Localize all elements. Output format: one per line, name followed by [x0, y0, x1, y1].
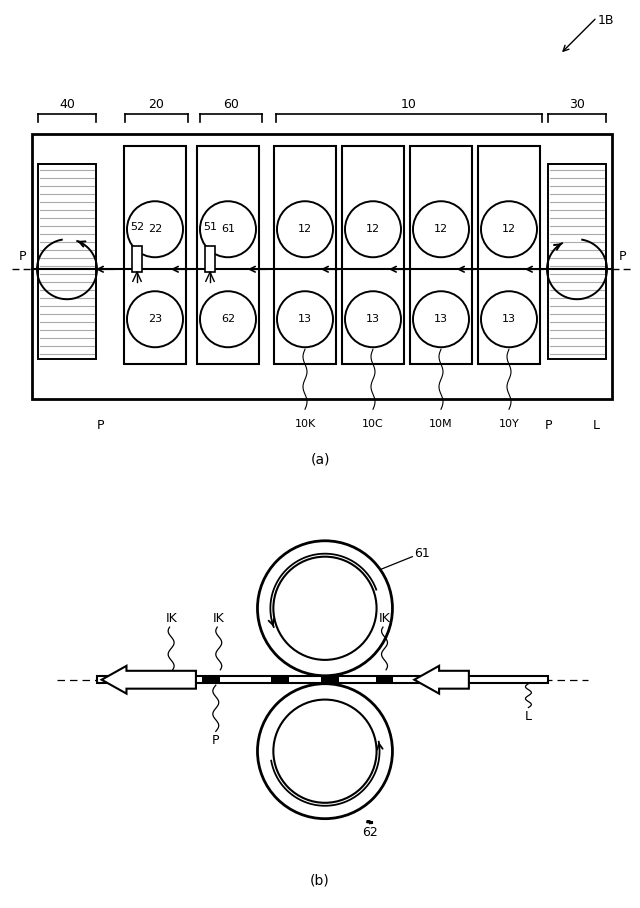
Text: L: L: [593, 419, 600, 432]
Bar: [197, 146, 259, 364]
Text: 62: 62: [362, 825, 378, 839]
Text: P: P: [618, 251, 626, 263]
Circle shape: [277, 291, 333, 347]
Circle shape: [200, 291, 256, 347]
Text: 22: 22: [148, 224, 162, 234]
Text: P: P: [212, 735, 220, 747]
Text: IK: IK: [165, 612, 177, 625]
Bar: [321, 676, 339, 683]
Bar: [274, 146, 336, 364]
Text: 60: 60: [223, 98, 239, 112]
Text: 13: 13: [366, 314, 380, 324]
Circle shape: [273, 699, 376, 803]
Bar: [478, 146, 540, 364]
Circle shape: [277, 202, 333, 257]
Text: 62: 62: [221, 314, 235, 324]
Circle shape: [127, 291, 183, 347]
Text: 61: 61: [221, 224, 235, 234]
Bar: [342, 146, 404, 364]
Circle shape: [273, 557, 376, 660]
Text: (b): (b): [310, 873, 330, 887]
FancyArrow shape: [414, 666, 469, 694]
Bar: [548, 164, 606, 360]
Bar: [271, 676, 289, 683]
Text: (a): (a): [310, 452, 330, 466]
Text: 13: 13: [298, 314, 312, 324]
Circle shape: [127, 202, 183, 257]
Bar: [124, 146, 186, 364]
Text: 12: 12: [366, 224, 380, 234]
Text: 12: 12: [298, 224, 312, 234]
Circle shape: [481, 202, 537, 257]
Circle shape: [257, 684, 392, 819]
Bar: [410, 146, 472, 364]
Text: 13: 13: [434, 314, 448, 324]
Circle shape: [257, 541, 392, 676]
Bar: [202, 676, 220, 683]
Text: P: P: [19, 251, 26, 263]
Text: 52: 52: [130, 222, 144, 232]
Text: 1B: 1B: [598, 15, 614, 27]
Text: 23: 23: [148, 314, 162, 324]
Text: 10C: 10C: [362, 419, 384, 429]
Text: 12: 12: [502, 224, 516, 234]
Bar: [132, 246, 142, 272]
Bar: [97, 676, 548, 683]
Circle shape: [413, 291, 469, 347]
Bar: [38, 164, 96, 360]
Text: 40: 40: [59, 98, 75, 112]
Circle shape: [345, 291, 401, 347]
Text: 51: 51: [203, 222, 217, 232]
Text: 30: 30: [569, 98, 585, 112]
Text: P: P: [544, 419, 552, 432]
Text: IK: IK: [379, 612, 390, 625]
Bar: [376, 676, 394, 683]
Circle shape: [200, 202, 256, 257]
Text: P: P: [96, 419, 104, 432]
Circle shape: [345, 202, 401, 257]
Text: 10Y: 10Y: [499, 419, 520, 429]
Circle shape: [413, 202, 469, 257]
Text: 13: 13: [502, 314, 516, 324]
Bar: [152, 676, 170, 683]
Text: 20: 20: [148, 98, 164, 112]
Text: L: L: [525, 709, 532, 723]
Bar: [205, 246, 215, 272]
Circle shape: [481, 291, 537, 347]
FancyArrow shape: [102, 666, 196, 694]
Text: 61: 61: [414, 548, 430, 560]
Bar: [32, 134, 612, 400]
Text: IK: IK: [213, 612, 225, 625]
Text: 10K: 10K: [294, 419, 316, 429]
Text: 12: 12: [434, 224, 448, 234]
Text: 10: 10: [401, 98, 417, 112]
Text: 10M: 10M: [429, 419, 453, 429]
